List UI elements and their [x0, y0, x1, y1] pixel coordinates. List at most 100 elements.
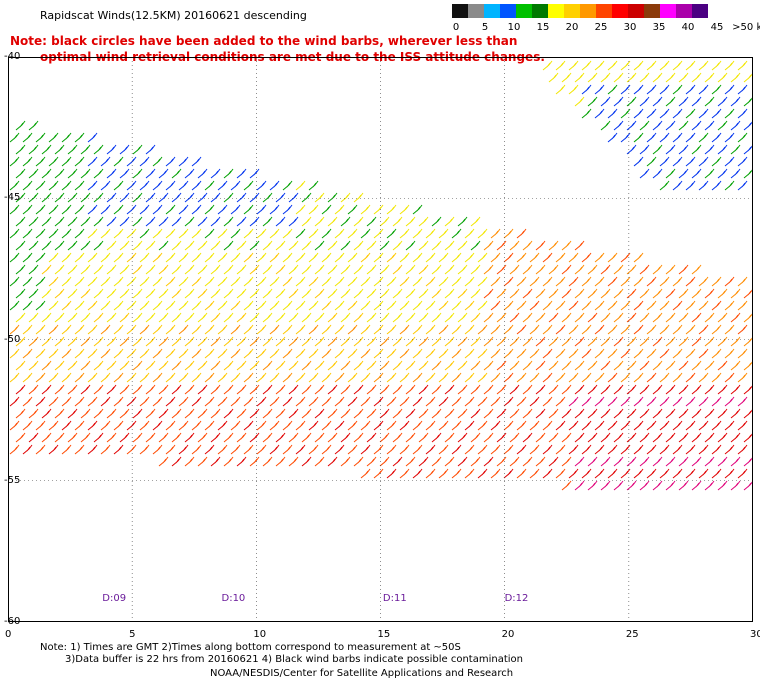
wind-barb — [191, 372, 202, 383]
wind-barb — [730, 120, 741, 131]
wind-barb — [633, 300, 644, 311]
wind-barb — [412, 372, 423, 383]
wind-barb — [477, 300, 488, 311]
wind-barb — [646, 84, 657, 95]
wind-barb — [438, 276, 449, 287]
wind-barb — [119, 312, 130, 323]
wind-barb — [698, 324, 709, 335]
wind-barb — [470, 408, 481, 419]
wind-barb — [119, 336, 130, 347]
wind-barb — [327, 408, 338, 419]
wind-barb — [295, 372, 306, 383]
wind-barb — [67, 168, 78, 179]
wind-barb — [9, 276, 20, 287]
wind-barb — [321, 348, 332, 359]
x-axis-label: 0 — [5, 629, 12, 640]
wind-barb — [353, 216, 364, 227]
wind-barb — [607, 372, 618, 383]
wind-barb — [672, 156, 683, 167]
wind-barb — [314, 360, 325, 371]
wind-barb — [652, 408, 663, 419]
wind-barb — [119, 288, 130, 299]
wind-barb — [217, 252, 228, 263]
wind-barb — [652, 168, 663, 179]
wind-barb — [509, 408, 520, 419]
wind-barb — [236, 456, 247, 467]
wind-barb — [347, 276, 358, 287]
wind-barb — [54, 288, 65, 299]
wind-barb — [639, 312, 650, 323]
wind-barb — [522, 456, 533, 467]
wind-barb — [113, 444, 124, 455]
wind-barb — [366, 264, 377, 275]
wind-barb — [152, 324, 163, 335]
wind-barb — [548, 72, 559, 83]
wind-barb — [665, 432, 676, 443]
wind-barb — [61, 252, 72, 263]
wind-barb — [548, 288, 559, 299]
wind-barb — [509, 456, 520, 467]
wind-barb — [730, 432, 741, 443]
wind-barb — [100, 252, 111, 263]
wind-barb — [106, 192, 117, 203]
wind-barb — [509, 432, 520, 443]
wind-barb — [704, 480, 715, 491]
wind-barb — [210, 432, 221, 443]
wind-barb — [113, 348, 124, 359]
wind-barb — [191, 156, 202, 167]
wind-barb — [243, 228, 254, 239]
wind-barb — [67, 216, 78, 227]
wind-barb — [171, 216, 182, 227]
wind-barb — [80, 240, 91, 251]
wind-barb — [366, 216, 377, 227]
wind-barb — [425, 444, 436, 455]
wind-barb — [503, 444, 514, 455]
wind-barb — [678, 96, 689, 107]
wind-barb — [496, 408, 507, 419]
wind-barb — [22, 204, 33, 215]
legend-swatch — [564, 4, 580, 18]
wind-barb — [184, 336, 195, 347]
wind-barb — [743, 144, 754, 155]
wind-barb — [178, 180, 189, 191]
wind-barb — [672, 108, 683, 119]
wind-barb — [464, 300, 475, 311]
wind-barb — [249, 384, 260, 395]
wind-barb — [100, 372, 111, 383]
wind-barb — [412, 396, 423, 407]
wind-barb — [464, 252, 475, 263]
wind-barb — [366, 288, 377, 299]
wind-barb — [594, 300, 605, 311]
wind-barb — [217, 228, 228, 239]
wind-barb — [41, 336, 52, 347]
wind-barb — [35, 300, 46, 311]
wind-barb — [327, 192, 338, 203]
wind-barb — [15, 336, 26, 347]
wind-barb — [451, 324, 462, 335]
wind-barb — [620, 300, 631, 311]
wind-barb — [392, 240, 403, 251]
wind-barb — [659, 468, 670, 479]
wind-barb — [607, 300, 618, 311]
wind-barb — [594, 348, 605, 359]
wind-barb — [256, 300, 267, 311]
wind-barb — [282, 372, 293, 383]
wind-barb — [659, 420, 670, 431]
wind-barb — [197, 312, 208, 323]
wind-barb — [314, 240, 325, 251]
wind-barb — [61, 396, 72, 407]
wind-barb — [67, 312, 78, 323]
wind-barb — [334, 300, 345, 311]
wind-barb — [262, 288, 273, 299]
wind-barb — [418, 432, 429, 443]
wind-barb — [542, 372, 553, 383]
wind-barb — [230, 396, 241, 407]
wind-barb — [444, 312, 455, 323]
wind-barb — [171, 240, 182, 251]
legend-swatch — [548, 4, 564, 18]
wind-barb — [743, 96, 754, 107]
wind-barb — [119, 408, 130, 419]
wind-barb — [418, 360, 429, 371]
wind-barb — [594, 420, 605, 431]
legend-color-bar — [452, 4, 708, 18]
